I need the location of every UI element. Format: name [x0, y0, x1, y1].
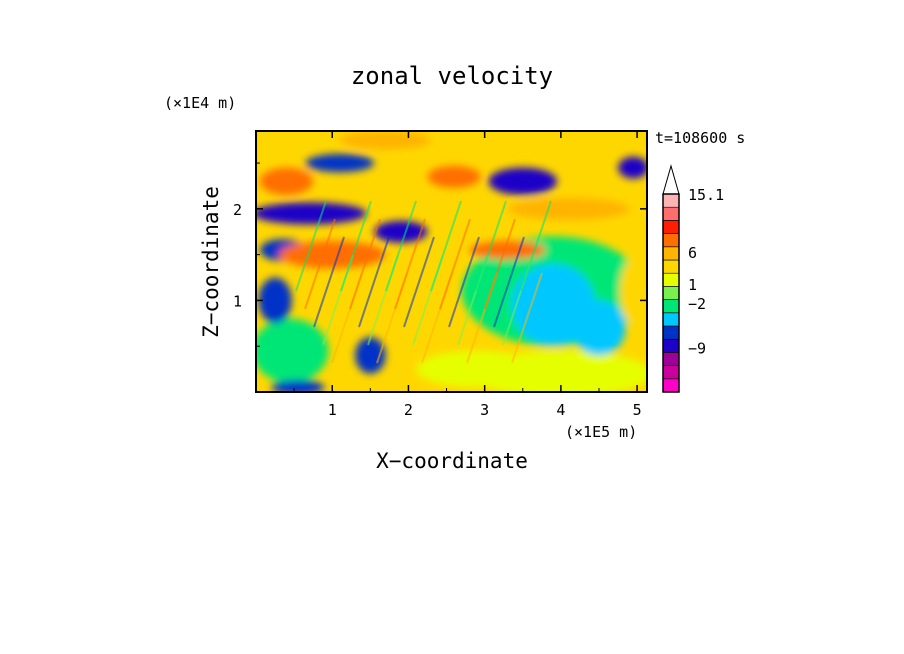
- x-axis: 1 2 3 4 5: [293, 131, 642, 419]
- contour-region-9: [305, 153, 375, 173]
- contour-streak: [340, 200, 372, 292]
- contour-streak: [304, 218, 336, 310]
- colorbar-level: [662, 299, 680, 314]
- colorbar-level: [662, 378, 680, 393]
- x-axis-label: X−coordinate: [376, 449, 528, 473]
- contour-streak: [349, 218, 381, 310]
- contour-streak: [358, 236, 390, 328]
- contour-region-5: [572, 300, 626, 356]
- y-tick-label: 2: [233, 201, 242, 219]
- colorbar-tick-label: 6: [688, 244, 697, 262]
- contour-streak: [439, 218, 471, 310]
- contour-region-21: [408, 300, 455, 356]
- colorbar-level: [662, 272, 680, 287]
- colorbar-extend-max-triangle: [662, 164, 680, 195]
- colorbar-level: [662, 365, 680, 380]
- contour-streak: [385, 200, 417, 292]
- contour-streak: [295, 200, 327, 292]
- colorbar-level: [662, 206, 680, 221]
- contour-region-14: [259, 167, 314, 196]
- colorbar: 15.1 6 1−2 −9: [662, 164, 724, 393]
- contour-region-12: [618, 156, 647, 179]
- colorbar-tick-label: 1: [688, 276, 697, 294]
- contour-region-17: [507, 197, 630, 220]
- colorbar-frame: [662, 193, 680, 393]
- colorbar-level: [662, 193, 680, 208]
- y-axis-label: Z−coordinate: [199, 186, 223, 338]
- x-tick-label: 3: [480, 401, 489, 419]
- colorbar-level: [662, 352, 680, 366]
- contour-streak: [430, 200, 462, 292]
- contour-region-13: [278, 240, 386, 269]
- contour-region-22: [377, 272, 424, 319]
- contour-streak: [511, 272, 543, 364]
- contour-region-19: [355, 337, 386, 374]
- x-tick-label: 1: [328, 401, 337, 419]
- contour-plot-area: [255, 130, 648, 393]
- x-tick-label: 5: [633, 401, 642, 419]
- colorbar-level: [662, 338, 680, 353]
- contour-streak: [313, 236, 345, 328]
- colorbar-level: [662, 286, 680, 300]
- contour-streak: [520, 200, 552, 292]
- y-tick-label: 1: [233, 292, 242, 310]
- chart-title: zonal velocity: [351, 62, 553, 90]
- contour-region-20: [271, 380, 325, 392]
- time-label: t=108600 s: [655, 129, 745, 147]
- contour-streak: [448, 236, 480, 328]
- x-tick-label: 4: [556, 401, 565, 419]
- contour-region-6: [256, 202, 367, 225]
- colorbar-tick-label: −2: [688, 295, 706, 313]
- x-tick-label: 2: [404, 401, 413, 419]
- contour-streak: [493, 236, 525, 328]
- y-unit-label: (×1E4 m): [164, 94, 236, 112]
- colorbar-level: [662, 259, 680, 274]
- contour-streak: [403, 236, 435, 328]
- contour-region-16: [339, 131, 432, 150]
- contour-region-23: [619, 259, 647, 324]
- contour-region-8: [488, 167, 558, 196]
- y-axis: 12: [233, 162, 647, 347]
- contour-region-15: [427, 165, 481, 188]
- colorbar-level: [662, 233, 680, 248]
- contour-streak: [484, 218, 516, 310]
- colorbar-level: [662, 246, 680, 261]
- colorbar-level: [662, 220, 680, 234]
- colorbar-tick-label: −9: [688, 339, 706, 357]
- contour-streak: [394, 218, 426, 310]
- plot-frame: [255, 130, 648, 393]
- colorbar-level: [662, 325, 680, 340]
- contour-streak: [475, 200, 507, 292]
- contour-region-7: [374, 220, 428, 243]
- colorbar-tick-label: 15.1: [688, 186, 724, 204]
- contour-region-3: [416, 350, 539, 388]
- contour-region-11: [258, 277, 292, 324]
- x-unit-label: (×1E5 m): [565, 423, 637, 441]
- contour-region-0: [256, 318, 329, 383]
- colorbar-level: [662, 312, 680, 327]
